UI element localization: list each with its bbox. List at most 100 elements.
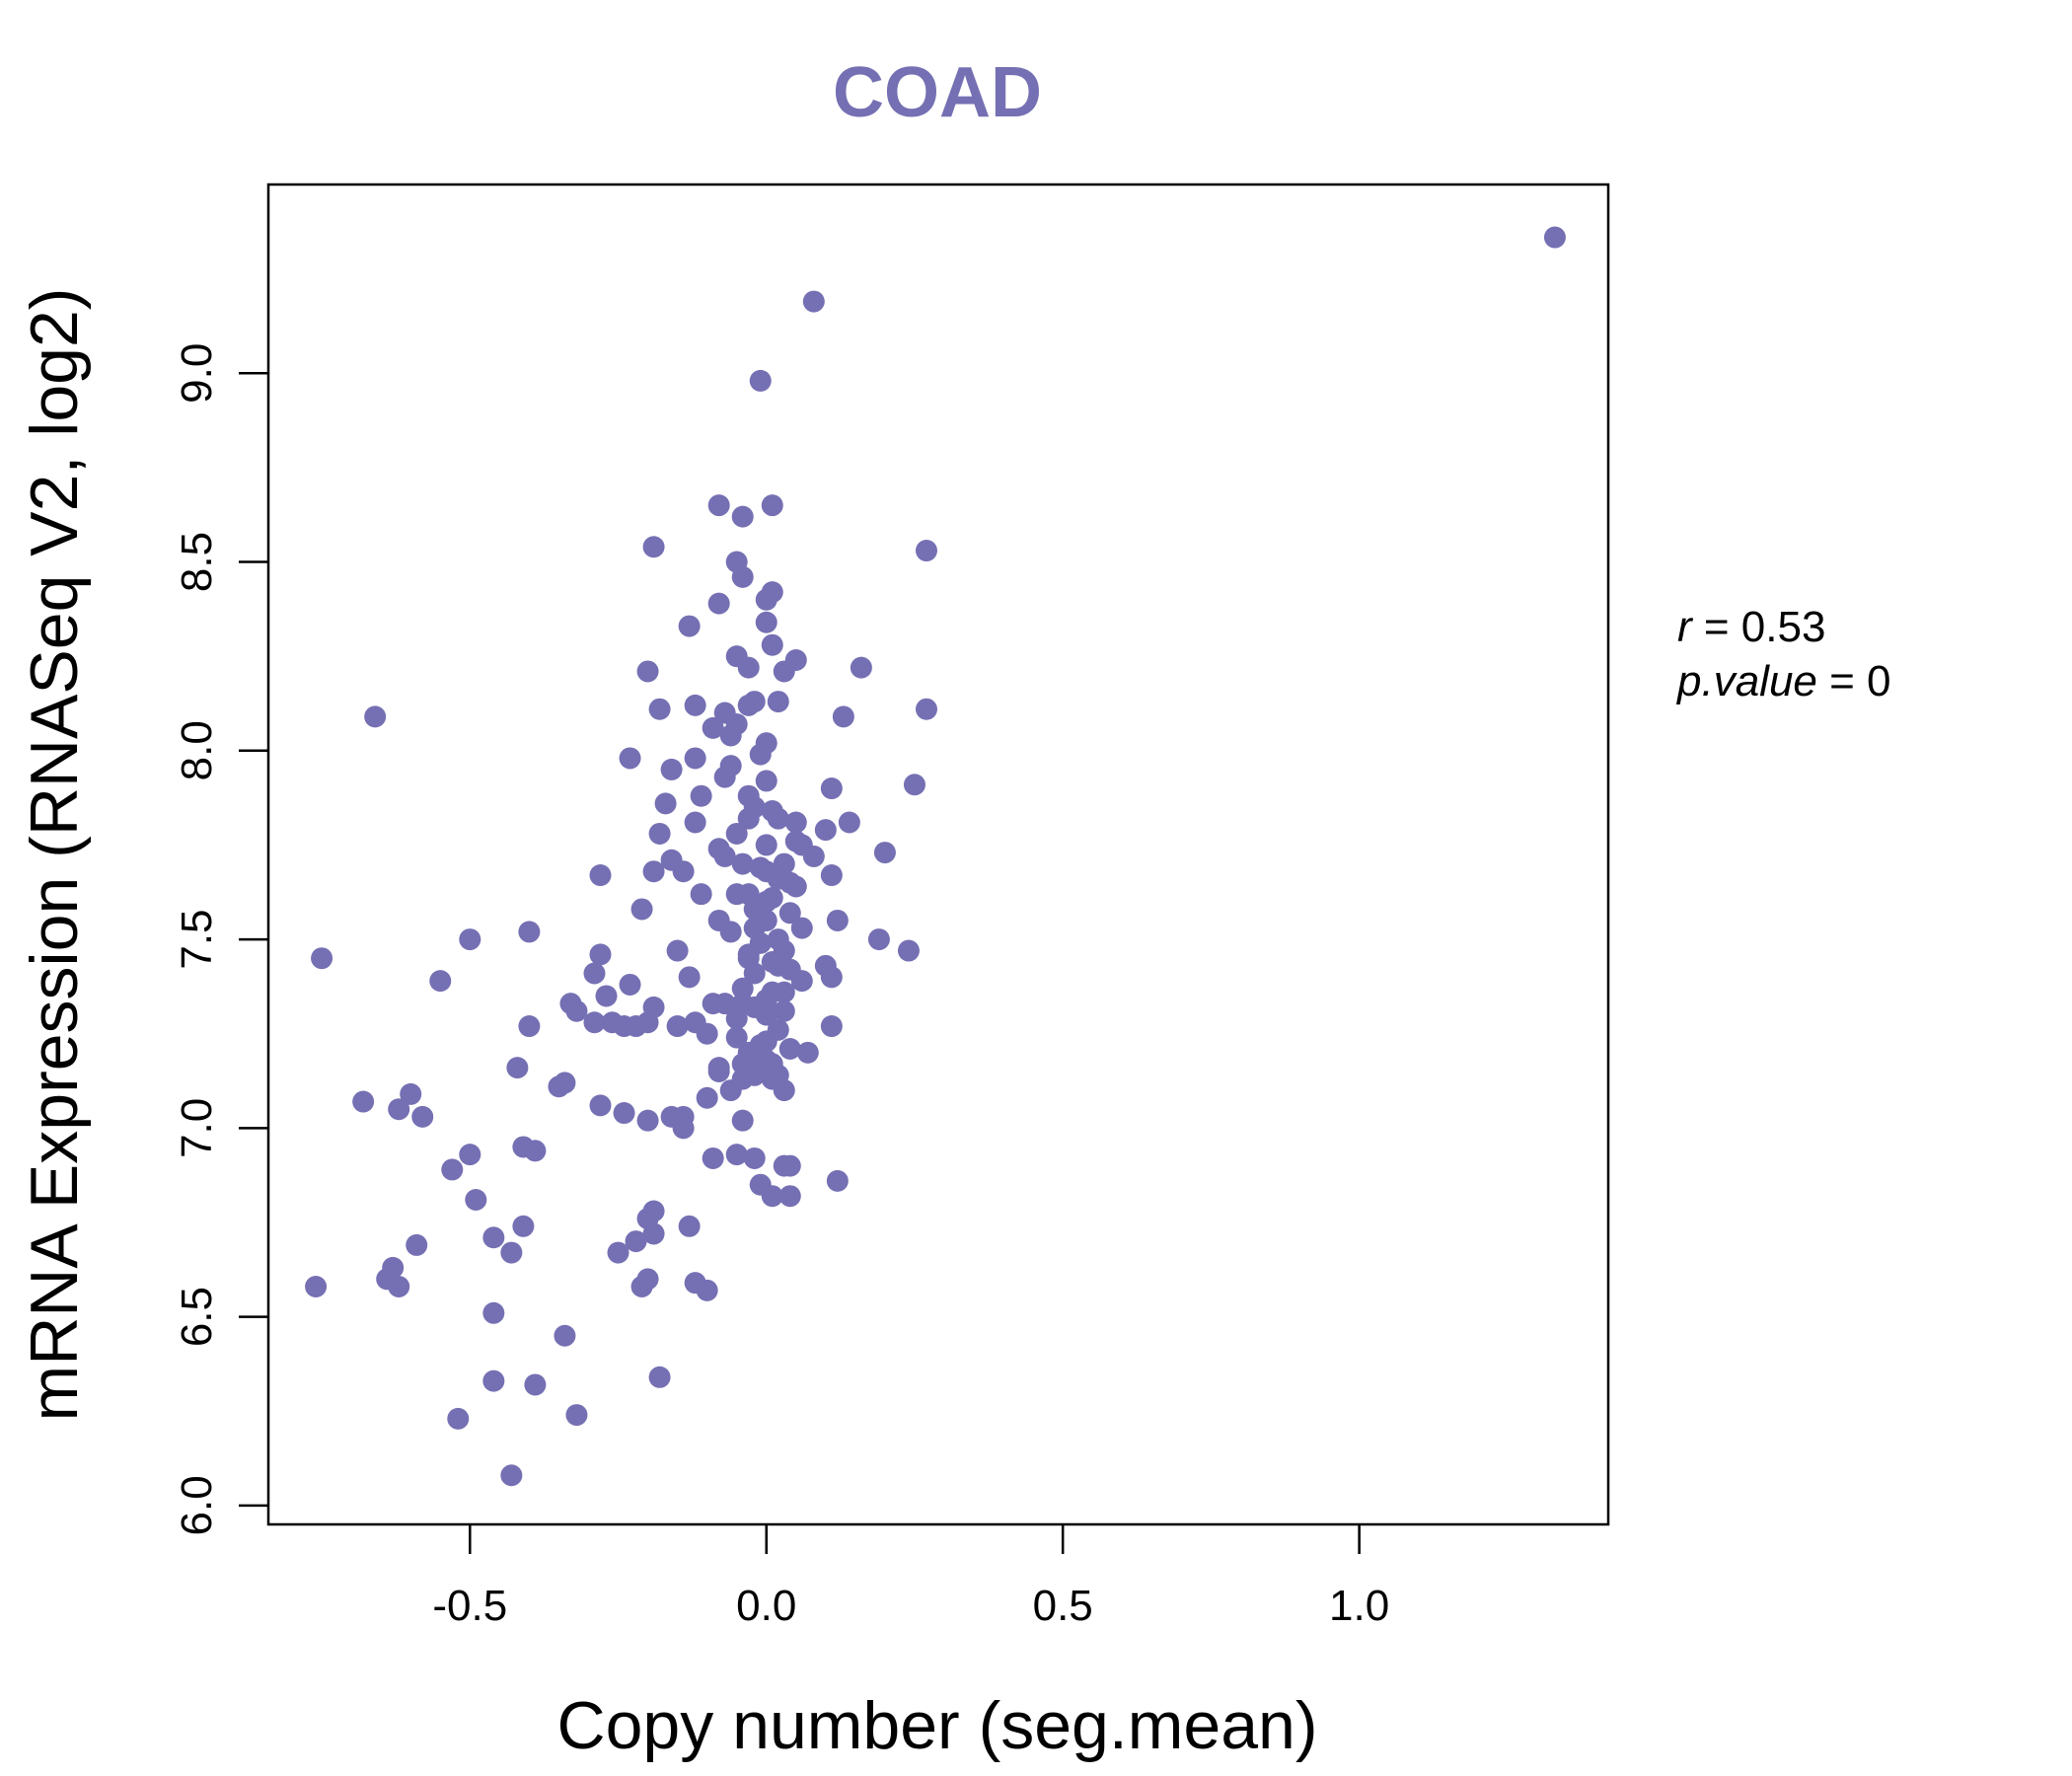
data-point bbox=[719, 921, 742, 943]
data-point bbox=[648, 698, 671, 720]
data-point bbox=[719, 724, 742, 747]
data-point bbox=[589, 864, 612, 887]
data-point bbox=[743, 962, 766, 985]
y-tick-label: 9.0 bbox=[173, 343, 221, 404]
x-axis-label: Copy number (seg.mean) bbox=[556, 1688, 1317, 1763]
data-point bbox=[678, 966, 701, 989]
data-point bbox=[767, 954, 789, 977]
data-point bbox=[696, 1086, 718, 1109]
data-point bbox=[666, 1015, 689, 1038]
data-point bbox=[666, 939, 689, 962]
data-point bbox=[755, 909, 777, 931]
data-point bbox=[820, 864, 843, 887]
data-point bbox=[790, 917, 813, 939]
x-axis: -0.5 0.0 0.5 1.0 bbox=[432, 1524, 1389, 1630]
data-point bbox=[773, 1079, 795, 1102]
data-point bbox=[411, 1105, 434, 1128]
y-axis: 6.0 6.5 7.0 7.5 8.0 8.5 9.0 bbox=[173, 343, 268, 1535]
data-point bbox=[672, 860, 695, 883]
correlation-annotation: r = 0.53 bbox=[1677, 603, 1825, 651]
data-point bbox=[672, 1117, 695, 1140]
data-point bbox=[406, 1233, 428, 1256]
data-point bbox=[796, 1041, 819, 1064]
data-point bbox=[630, 1276, 653, 1298]
data-point bbox=[630, 898, 653, 921]
data-point bbox=[524, 1373, 547, 1396]
data-point bbox=[465, 1189, 487, 1212]
data-point bbox=[755, 611, 777, 633]
data-point bbox=[725, 1007, 748, 1030]
data-point bbox=[589, 943, 612, 966]
data-point bbox=[778, 1185, 801, 1208]
data-point bbox=[595, 985, 618, 1007]
y-axis-label: mRNA Expression (RNASeq V2, log2) bbox=[17, 288, 92, 1422]
y-tick-label: 7.5 bbox=[173, 909, 221, 969]
data-point bbox=[725, 1144, 748, 1166]
data-point bbox=[707, 1060, 730, 1082]
data-point bbox=[749, 743, 772, 766]
y-tick-label: 8.0 bbox=[173, 720, 221, 780]
data-point bbox=[554, 1072, 576, 1094]
data-point bbox=[867, 928, 890, 951]
data-point bbox=[784, 830, 807, 852]
data-point bbox=[749, 931, 772, 954]
data-point bbox=[441, 1158, 464, 1181]
data-point bbox=[702, 1147, 724, 1169]
data-point bbox=[429, 970, 452, 993]
data-point bbox=[388, 1098, 410, 1121]
data-point bbox=[482, 1301, 505, 1324]
data-point bbox=[737, 694, 760, 716]
x-tick-label: 1.0 bbox=[1329, 1582, 1389, 1630]
data-point bbox=[696, 1022, 718, 1045]
data-point bbox=[820, 777, 843, 800]
data-point bbox=[725, 822, 748, 845]
data-point bbox=[512, 1215, 535, 1237]
data-point bbox=[773, 660, 795, 683]
data-point bbox=[737, 656, 760, 679]
data-point bbox=[915, 698, 937, 720]
data-point bbox=[500, 1464, 523, 1487]
data-point bbox=[707, 592, 730, 615]
data-point bbox=[696, 1279, 718, 1301]
data-point bbox=[778, 902, 801, 925]
data-point bbox=[826, 1169, 849, 1192]
data-point bbox=[613, 1102, 635, 1125]
data-point bbox=[903, 774, 925, 796]
data-point bbox=[400, 1082, 422, 1105]
data-point bbox=[648, 1366, 671, 1388]
data-point bbox=[749, 856, 772, 879]
data-point bbox=[713, 993, 736, 1015]
data-point bbox=[814, 819, 837, 842]
data-point bbox=[731, 565, 754, 588]
data-point bbox=[678, 615, 701, 637]
data-point bbox=[761, 1185, 783, 1208]
data-point bbox=[648, 822, 671, 845]
data-point bbox=[832, 705, 854, 728]
data-point bbox=[713, 845, 736, 867]
p-value: = 0 bbox=[1817, 657, 1891, 705]
data-point bbox=[761, 494, 783, 517]
data-point bbox=[784, 811, 807, 834]
data-point bbox=[636, 1109, 659, 1132]
data-point bbox=[459, 928, 481, 951]
data-point bbox=[755, 834, 777, 856]
data-point bbox=[719, 755, 742, 777]
data-point bbox=[838, 811, 860, 834]
data-point bbox=[743, 1147, 766, 1169]
data-point bbox=[915, 540, 937, 562]
data-point bbox=[1543, 226, 1566, 249]
data-point bbox=[500, 1241, 523, 1264]
data-point bbox=[743, 996, 766, 1018]
data-point bbox=[352, 1090, 375, 1113]
data-point bbox=[737, 807, 760, 830]
data-point bbox=[790, 970, 813, 993]
y-tick-label: 6.0 bbox=[173, 1475, 221, 1535]
data-point bbox=[583, 962, 606, 985]
data-point bbox=[802, 845, 825, 867]
data-point bbox=[767, 867, 789, 890]
data-point bbox=[619, 747, 641, 770]
data-point bbox=[506, 1057, 529, 1079]
data-point bbox=[802, 290, 825, 313]
y-tick-label: 7.0 bbox=[173, 1098, 221, 1158]
data-point bbox=[749, 369, 772, 392]
